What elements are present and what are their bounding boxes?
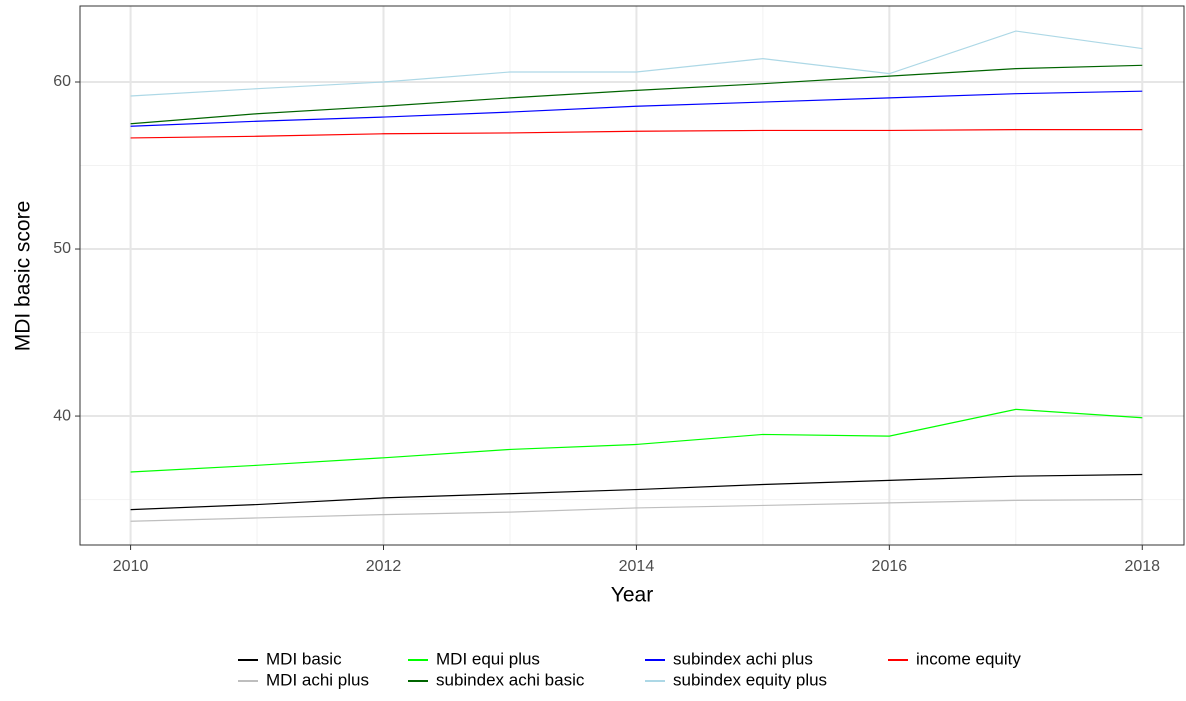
series-line: [130, 90, 1143, 127]
series-line: [130, 30, 1143, 97]
legend-label: MDI achi plus: [266, 670, 369, 689]
legend-label: MDI equi plus: [436, 649, 540, 668]
x-tick-label: 2012: [366, 558, 402, 575]
series-line: [130, 64, 1143, 125]
legend-label: MDI basic: [266, 649, 342, 668]
panel-border: [79, 5, 1185, 546]
x-tick-label: 2014: [619, 558, 655, 575]
x-tick-label: 2018: [1124, 558, 1160, 575]
legend-label: income equity: [916, 649, 1021, 668]
y-tick-label: 60: [53, 73, 71, 90]
y-axis-label: MDI basic score: [12, 201, 35, 352]
x-axis-label: Year: [611, 584, 653, 607]
series-line: [130, 129, 1143, 139]
series-line: [130, 408, 1143, 473]
legend-label: subindex equity plus: [673, 670, 827, 689]
series-line: [130, 473, 1143, 511]
legend-label: subindex achi plus: [673, 649, 813, 668]
x-tick-label: 2016: [872, 558, 908, 575]
y-tick-label: 40: [53, 407, 71, 424]
series-line: [130, 498, 1143, 522]
y-tick-label: 50: [53, 240, 71, 257]
x-tick-label: 2010: [113, 558, 149, 575]
legend-label: subindex achi basic: [436, 670, 585, 689]
